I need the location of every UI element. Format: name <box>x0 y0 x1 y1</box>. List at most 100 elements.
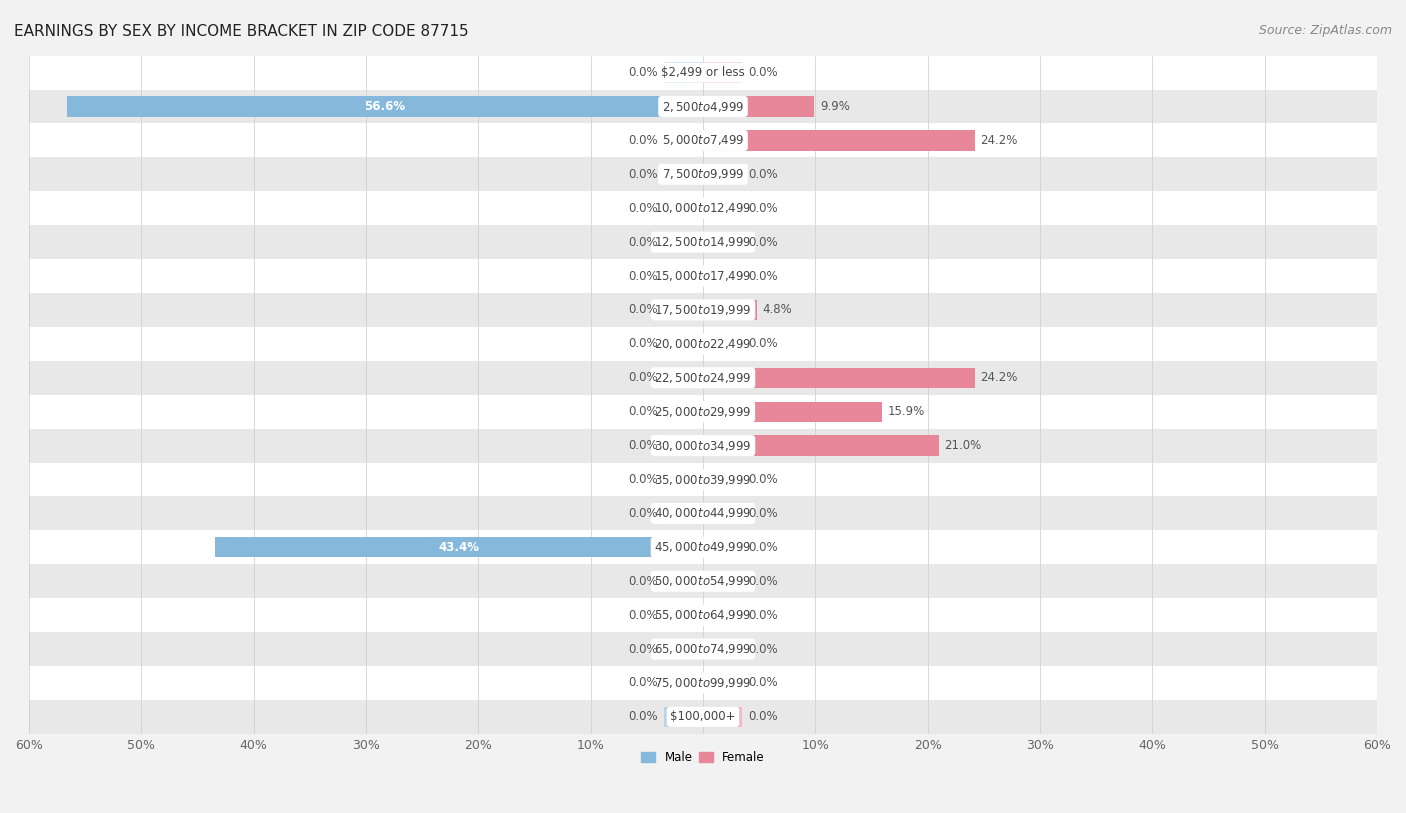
Bar <box>67 96 703 117</box>
Text: 0.0%: 0.0% <box>628 167 658 180</box>
Bar <box>664 706 703 727</box>
Bar <box>664 571 703 591</box>
Text: $5,000 to $7,499: $5,000 to $7,499 <box>662 133 744 147</box>
Bar <box>664 436 703 456</box>
Bar <box>703 639 742 659</box>
Text: $2,500 to $4,999: $2,500 to $4,999 <box>662 99 744 114</box>
Bar <box>703 164 742 185</box>
Text: 0.0%: 0.0% <box>748 676 778 689</box>
Text: 0.0%: 0.0% <box>628 134 658 147</box>
Text: 0.0%: 0.0% <box>748 711 778 724</box>
Legend: Male, Female: Male, Female <box>637 746 769 768</box>
Bar <box>703 503 742 524</box>
Text: 0.0%: 0.0% <box>748 507 778 520</box>
Text: $22,500 to $24,999: $22,500 to $24,999 <box>654 371 752 385</box>
Bar <box>30 666 1376 700</box>
Bar <box>30 124 1376 158</box>
Bar <box>664 469 703 489</box>
Bar <box>30 463 1376 497</box>
Bar <box>30 395 1376 428</box>
Text: 0.0%: 0.0% <box>748 473 778 486</box>
Text: 56.6%: 56.6% <box>364 100 405 113</box>
Text: $25,000 to $29,999: $25,000 to $29,999 <box>654 405 752 419</box>
Bar <box>664 300 703 320</box>
Text: 0.0%: 0.0% <box>748 202 778 215</box>
Text: $7,500 to $9,999: $7,500 to $9,999 <box>662 167 744 181</box>
Bar <box>703 673 742 693</box>
Bar <box>703 469 742 489</box>
Bar <box>30 191 1376 225</box>
Text: 43.4%: 43.4% <box>439 541 479 554</box>
Text: 0.0%: 0.0% <box>628 609 658 622</box>
Text: 0.0%: 0.0% <box>628 66 658 79</box>
Bar <box>30 564 1376 598</box>
Bar <box>30 55 1376 89</box>
Bar <box>703 96 814 117</box>
Bar <box>215 537 703 558</box>
Text: 0.0%: 0.0% <box>748 541 778 554</box>
Text: 0.0%: 0.0% <box>628 372 658 385</box>
Bar <box>30 327 1376 361</box>
Bar <box>30 700 1376 734</box>
Bar <box>703 706 742 727</box>
Bar <box>703 198 742 219</box>
Bar <box>664 639 703 659</box>
Text: $2,499 or less: $2,499 or less <box>661 66 745 79</box>
Bar <box>30 598 1376 632</box>
Bar <box>664 63 703 83</box>
Text: $15,000 to $17,499: $15,000 to $17,499 <box>654 269 752 283</box>
Bar <box>703 232 742 252</box>
Text: 0.0%: 0.0% <box>748 167 778 180</box>
Text: 0.0%: 0.0% <box>628 405 658 418</box>
Bar <box>664 367 703 388</box>
Text: $10,000 to $12,499: $10,000 to $12,499 <box>654 202 752 215</box>
Text: 24.2%: 24.2% <box>980 134 1018 147</box>
Bar <box>664 673 703 693</box>
Bar <box>664 198 703 219</box>
Text: 0.0%: 0.0% <box>748 609 778 622</box>
Bar <box>703 537 742 558</box>
Bar <box>703 605 742 625</box>
Text: 0.0%: 0.0% <box>628 575 658 588</box>
Text: 0.0%: 0.0% <box>628 236 658 249</box>
Bar <box>703 300 756 320</box>
Text: 0.0%: 0.0% <box>628 642 658 655</box>
Text: $30,000 to $34,999: $30,000 to $34,999 <box>654 438 752 453</box>
Text: $20,000 to $22,499: $20,000 to $22,499 <box>654 337 752 351</box>
Bar <box>30 497 1376 530</box>
Text: 0.0%: 0.0% <box>628 439 658 452</box>
Text: 0.0%: 0.0% <box>628 202 658 215</box>
Text: $40,000 to $44,999: $40,000 to $44,999 <box>654 506 752 520</box>
Bar <box>664 130 703 150</box>
Text: $50,000 to $54,999: $50,000 to $54,999 <box>654 574 752 589</box>
Bar <box>703 63 742 83</box>
Text: EARNINGS BY SEX BY INCOME BRACKET IN ZIP CODE 87715: EARNINGS BY SEX BY INCOME BRACKET IN ZIP… <box>14 24 468 39</box>
Text: $55,000 to $64,999: $55,000 to $64,999 <box>654 608 752 622</box>
Text: 0.0%: 0.0% <box>628 303 658 316</box>
Text: 0.0%: 0.0% <box>628 473 658 486</box>
Bar <box>664 605 703 625</box>
Text: 0.0%: 0.0% <box>628 337 658 350</box>
Bar <box>703 571 742 591</box>
Text: $65,000 to $74,999: $65,000 to $74,999 <box>654 642 752 656</box>
Bar <box>30 632 1376 666</box>
Bar <box>30 158 1376 191</box>
Text: 0.0%: 0.0% <box>628 711 658 724</box>
Bar <box>664 266 703 286</box>
Text: 0.0%: 0.0% <box>748 337 778 350</box>
Bar <box>664 164 703 185</box>
Bar <box>30 428 1376 463</box>
Text: Source: ZipAtlas.com: Source: ZipAtlas.com <box>1258 24 1392 37</box>
Bar <box>30 530 1376 564</box>
Text: 0.0%: 0.0% <box>628 676 658 689</box>
Bar <box>703 130 974 150</box>
Text: 0.0%: 0.0% <box>628 270 658 283</box>
Bar <box>30 89 1376 124</box>
Bar <box>664 333 703 354</box>
Bar <box>664 232 703 252</box>
Text: 0.0%: 0.0% <box>748 575 778 588</box>
Bar <box>30 225 1376 259</box>
Bar <box>703 402 882 422</box>
Text: 21.0%: 21.0% <box>945 439 981 452</box>
Bar <box>703 436 939 456</box>
